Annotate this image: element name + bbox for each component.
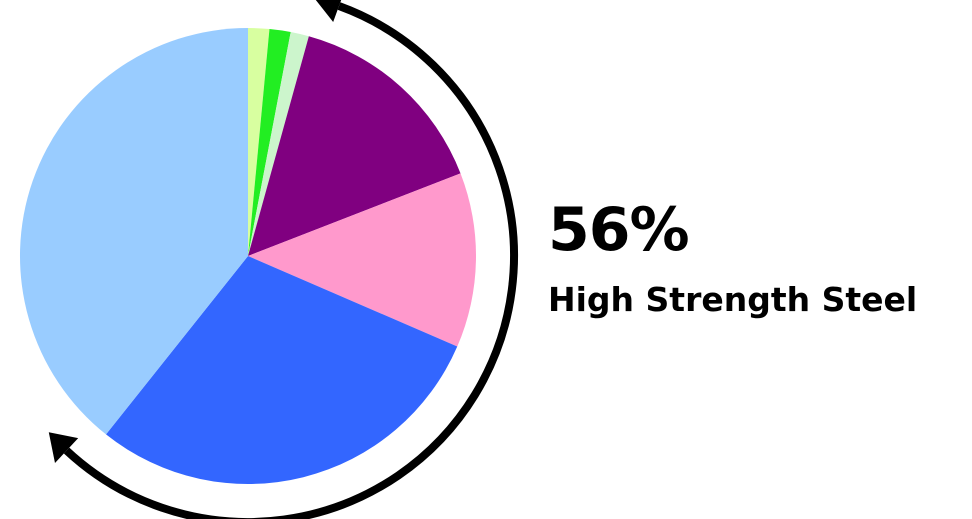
pie-slice-6 [106, 256, 458, 485]
arrow-head-top-icon [315, 0, 342, 23]
highlight-callout: 56% High Strength Steel [548, 196, 917, 322]
highlight-arc-arrow [48, 0, 518, 519]
pie-slice-3 [248, 32, 309, 256]
pie-slice-7 [19, 27, 248, 435]
pie-slice-4 [248, 36, 461, 256]
pie-slice-2 [248, 29, 291, 257]
highlight-arc [63, 2, 518, 519]
arrow-head-bottom-icon [48, 432, 79, 463]
pie-slice-5 [248, 173, 477, 347]
pie-slices [19, 27, 477, 485]
pie-slice-1 [248, 27, 270, 256]
highlight-percentage: 56% [548, 195, 690, 265]
highlight-label: High Strength Steel [548, 280, 918, 319]
